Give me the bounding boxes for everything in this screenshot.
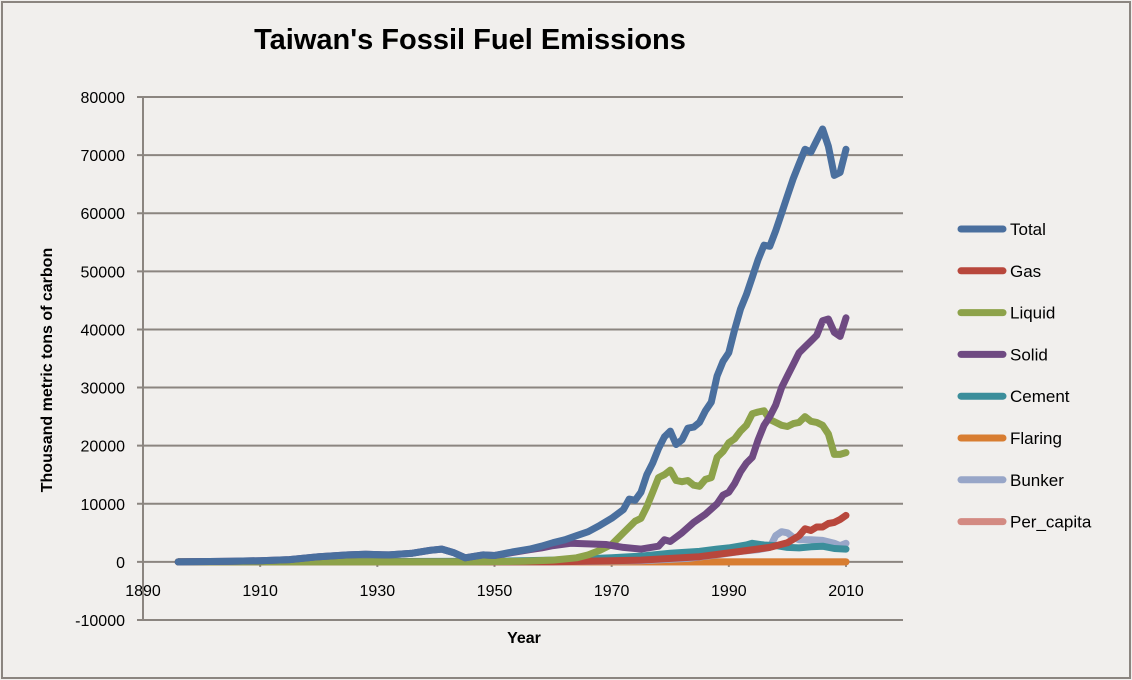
data-series (174, 125, 850, 566)
y-tick-label: 70000 (81, 148, 126, 165)
y-tick-label: 50000 (81, 264, 126, 281)
series-line-total (174, 125, 850, 566)
y-tick-label: 30000 (81, 381, 126, 398)
series-line-gas (174, 511, 850, 566)
series-line-solid (174, 314, 850, 566)
y-tick-label: 40000 (81, 322, 126, 339)
legend-label: Cement (1010, 387, 1070, 406)
x-tick-label: 2010 (828, 583, 864, 600)
y-tick-label: -10000 (75, 613, 125, 630)
legend-item-total: Total (957, 220, 1046, 239)
series-line-liquid (174, 407, 850, 566)
y-tick-label: 10000 (81, 497, 126, 514)
x-axis-title: Year (507, 630, 541, 647)
x-axis-ticks: 1890 1910 1930 1950 1970 1990 2010 (125, 583, 864, 600)
legend-item-bunker: Bunker (957, 471, 1064, 490)
gridlines (137, 96, 903, 621)
legend-label: Liquid (1010, 304, 1055, 323)
legend-label: Total (1010, 220, 1046, 239)
y-tick-label: 0 (116, 555, 125, 572)
legend-item-liquid: Liquid (957, 304, 1055, 323)
y-tick-label: 60000 (81, 206, 126, 223)
legend: Total Gas Liquid Solid Cement Flaring Bunker Pe… (957, 220, 1092, 532)
legend-item-flaring: Flaring (957, 429, 1062, 448)
axes (142, 97, 847, 620)
x-tick-label: 1950 (477, 583, 513, 600)
y-tick-label: 80000 (81, 90, 126, 107)
legend-item-gas: Gas (957, 262, 1041, 281)
y-axis-title: Thousand metric tons of carbon (39, 248, 56, 492)
x-tick-label: 1990 (711, 583, 747, 600)
legend-item-per-capita: Per_capita (957, 513, 1092, 532)
legend-label: Bunker (1010, 471, 1064, 490)
x-tick-label: 1970 (594, 583, 630, 600)
y-axis-ticks: 80000 70000 60000 50000 40000 30000 20000 10000… (75, 90, 125, 630)
x-tick-label: 1890 (125, 583, 161, 600)
legend-item-solid: Solid (957, 345, 1048, 364)
x-tick-label: 1930 (360, 583, 396, 600)
legend-label: Gas (1010, 262, 1041, 281)
legend-label: Flaring (1010, 429, 1062, 448)
chart-title: Taiwan's Fossil Fuel Emissions (254, 24, 686, 56)
legend-label: Per_capita (1010, 513, 1092, 532)
y-tick-label: 20000 (81, 439, 126, 456)
x-tick-label: 1910 (242, 583, 278, 600)
legend-item-cement: Cement (957, 387, 1070, 406)
legend-label: Solid (1010, 345, 1048, 364)
